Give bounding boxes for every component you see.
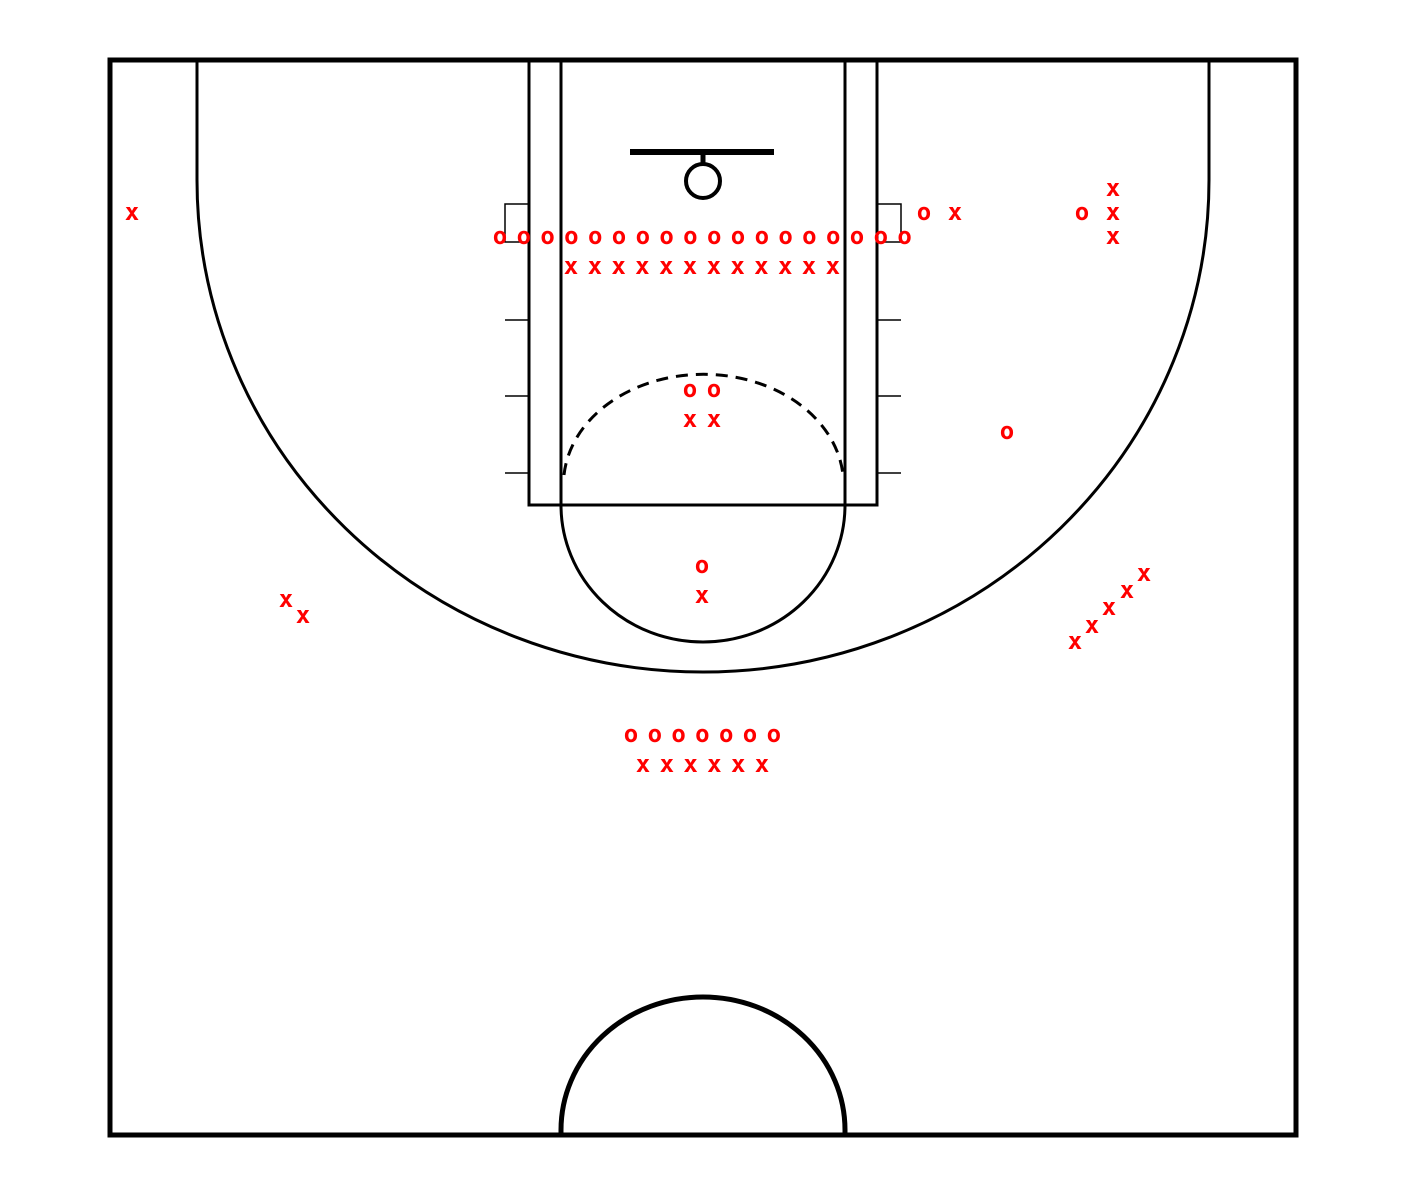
- marker-group-left-corner-defender: x: [125, 198, 139, 226]
- offense-player-marker: o: [778, 222, 792, 250]
- defense-player-marker: x: [1102, 593, 1116, 621]
- rim: [684, 162, 722, 200]
- offense-player-marker: o: [719, 720, 733, 748]
- defense-player-marker: x: [1106, 222, 1120, 250]
- three-point-line: [195, 60, 1211, 674]
- offense-player-marker: o: [695, 551, 709, 579]
- offense-player-marker: o: [540, 222, 554, 250]
- defense-player-marker: x: [611, 252, 625, 280]
- offense-player-marker: o: [1000, 417, 1014, 445]
- defense-player-marker: x: [588, 252, 602, 280]
- offense-player-marker: o: [874, 222, 888, 250]
- defense-player-marker: x: [948, 198, 962, 226]
- offense-player-marker: o: [564, 222, 578, 250]
- offense-player-marker: o: [695, 720, 709, 748]
- defense-player-marker: x: [683, 405, 697, 433]
- offense-player-marker: o: [743, 720, 757, 748]
- offense-player-marker: o: [683, 222, 697, 250]
- offense-player-marker: o: [624, 720, 638, 748]
- marker-group-right-corner-offense: o: [1075, 198, 1089, 226]
- defense-player-marker: x: [1137, 559, 1151, 587]
- defense-player-marker: x: [636, 750, 650, 778]
- defense-player-marker: x: [707, 405, 721, 433]
- offense-player-marker: o: [850, 222, 864, 250]
- defense-player-marker: x: [731, 750, 745, 778]
- defense-player-marker: x: [1068, 627, 1082, 655]
- defense-player-marker: x: [279, 585, 293, 613]
- defense-player-marker: x: [826, 252, 840, 280]
- offense-player-marker: o: [517, 222, 531, 250]
- defense-player-marker: x: [659, 252, 673, 280]
- offense-player-marker: o: [588, 222, 602, 250]
- lane-block-right: [877, 203, 902, 243]
- defense-player-marker: x: [707, 252, 721, 280]
- offense-player-marker: o: [826, 222, 840, 250]
- defense-player-marker: x: [1106, 198, 1120, 226]
- marker-group-top-key-pair: ox: [695, 551, 709, 609]
- offense-player-marker: o: [612, 222, 626, 250]
- offense-player-marker: o: [671, 720, 685, 748]
- defense-player-marker: x: [296, 601, 310, 629]
- marker-group-right-elbow-offense: o: [1000, 417, 1014, 445]
- lane-block-marks: [504, 203, 902, 474]
- offense-player-marker: o: [731, 222, 745, 250]
- offense-player-marker: o: [707, 222, 721, 250]
- offense-player-marker: o: [648, 720, 662, 748]
- defense-player-marker: x: [754, 252, 768, 280]
- defense-player-marker: x: [695, 581, 709, 609]
- center-circle-half: [558, 994, 848, 1135]
- defense-player-marker: x: [802, 252, 816, 280]
- offense-player-marker: o: [917, 198, 931, 226]
- defense-player-marker: x: [683, 252, 697, 280]
- defense-player-marker: x: [1106, 174, 1120, 202]
- defense-player-marker: x: [730, 252, 744, 280]
- offense-player-marker: o: [636, 222, 650, 250]
- defense-player-marker: x: [635, 252, 649, 280]
- defense-player-marker: x: [707, 750, 721, 778]
- marker-group-right-corner-column: xxx: [1106, 174, 1120, 250]
- offense-player-marker: o: [707, 375, 721, 403]
- defense-player-marker: x: [755, 750, 769, 778]
- marker-group-left-wing-defenders: xx: [279, 585, 310, 629]
- offense-player-marker: o: [767, 720, 781, 748]
- defense-player-marker: x: [778, 252, 792, 280]
- offense-player-marker: o: [659, 222, 673, 250]
- offense-player-marker: o: [493, 222, 507, 250]
- offense-player-marker: o: [683, 375, 697, 403]
- offense-player-marker: o: [802, 222, 816, 250]
- defense-player-marker: x: [683, 750, 697, 778]
- defense-player-marker: x: [1085, 611, 1099, 639]
- free-throw-circle-bottom: [559, 504, 847, 644]
- defense-player-marker: x: [564, 252, 578, 280]
- free-throw-circle-top-dashed: [562, 372, 845, 476]
- offense-player-marker: o: [755, 222, 769, 250]
- defense-player-marker: x: [1120, 576, 1134, 604]
- lane-block-left: [504, 203, 529, 243]
- offense-player-marker: o: [897, 222, 911, 250]
- court-lines: [107, 57, 1299, 1138]
- defense-player-marker: x: [125, 198, 139, 226]
- defense-player-marker: x: [660, 750, 674, 778]
- offense-player-marker: o: [1075, 198, 1089, 226]
- free-throw-lane-outer: [527, 58, 879, 507]
